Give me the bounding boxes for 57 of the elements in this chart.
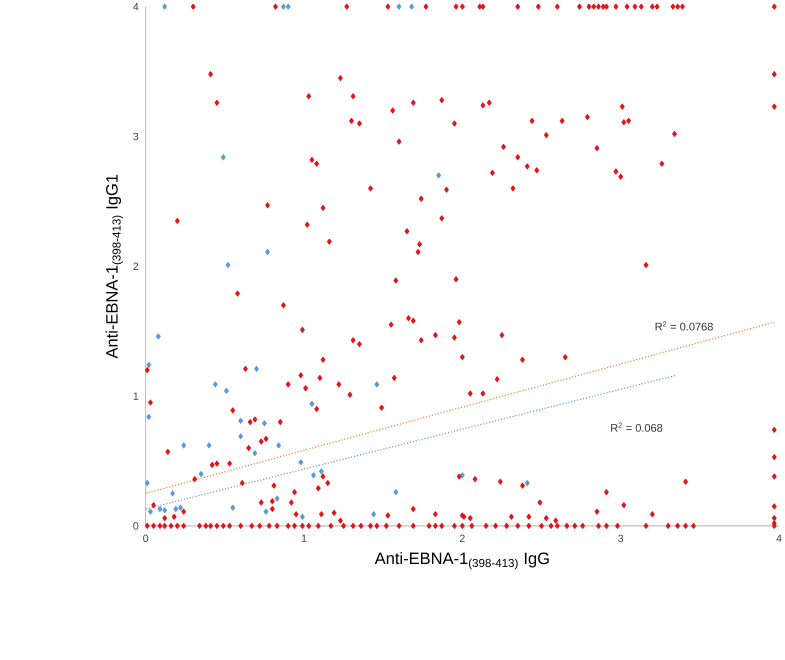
point (162, 508, 168, 514)
point (265, 249, 270, 256)
point (198, 471, 204, 478)
point (460, 472, 465, 478)
point (158, 506, 162, 512)
x-axis-title: Anti-EBNA-1$_{(398-413)}$ IgG (374, 552, 549, 570)
x-tick-label: 0 (143, 534, 148, 542)
point (319, 468, 324, 475)
point (212, 382, 218, 388)
y-tick-label: 4 (133, 3, 138, 11)
point (252, 450, 258, 456)
point (254, 366, 259, 372)
point (264, 508, 268, 515)
point (230, 504, 236, 511)
y-axis-title: Anti-EBNA-1$_{(398-413)}$ IgG1 (106, 175, 123, 359)
point (238, 434, 244, 440)
annotation: R$^{2}$ = 0.0768 (656, 322, 713, 331)
x-tick-label: 2 (460, 534, 465, 542)
point (173, 506, 178, 512)
point (156, 334, 161, 340)
point (524, 480, 530, 486)
point (144, 480, 150, 486)
point (300, 514, 305, 520)
annotation: R$^{2}$ = 0.068 (611, 422, 662, 432)
point (262, 420, 267, 427)
point (374, 382, 380, 388)
point (274, 496, 280, 502)
point (276, 442, 282, 449)
point (146, 414, 152, 420)
x-tick-label: 3 (618, 534, 624, 542)
point (286, 4, 291, 10)
y-tick-label: 2 (133, 262, 138, 270)
point (409, 4, 414, 10)
point (178, 504, 183, 511)
point (181, 442, 186, 449)
point (146, 362, 152, 368)
point (170, 490, 175, 497)
point (298, 460, 304, 466)
point (311, 472, 316, 478)
point (148, 508, 153, 515)
point (281, 4, 286, 10)
point (371, 511, 376, 518)
point (206, 442, 212, 449)
point (226, 262, 230, 268)
x-tick-label: 1 (302, 534, 306, 542)
point (393, 489, 398, 496)
y-tick-label: 1 (134, 392, 138, 400)
point (220, 154, 226, 160)
x-tick-label: 4 (776, 534, 782, 542)
y-tick-label: 3 (133, 132, 138, 140)
point (162, 4, 168, 10)
point (238, 418, 244, 424)
point (396, 4, 402, 10)
point (436, 172, 441, 179)
point (310, 401, 314, 408)
point (224, 388, 229, 394)
y-tick-label: 0 (133, 522, 138, 530)
